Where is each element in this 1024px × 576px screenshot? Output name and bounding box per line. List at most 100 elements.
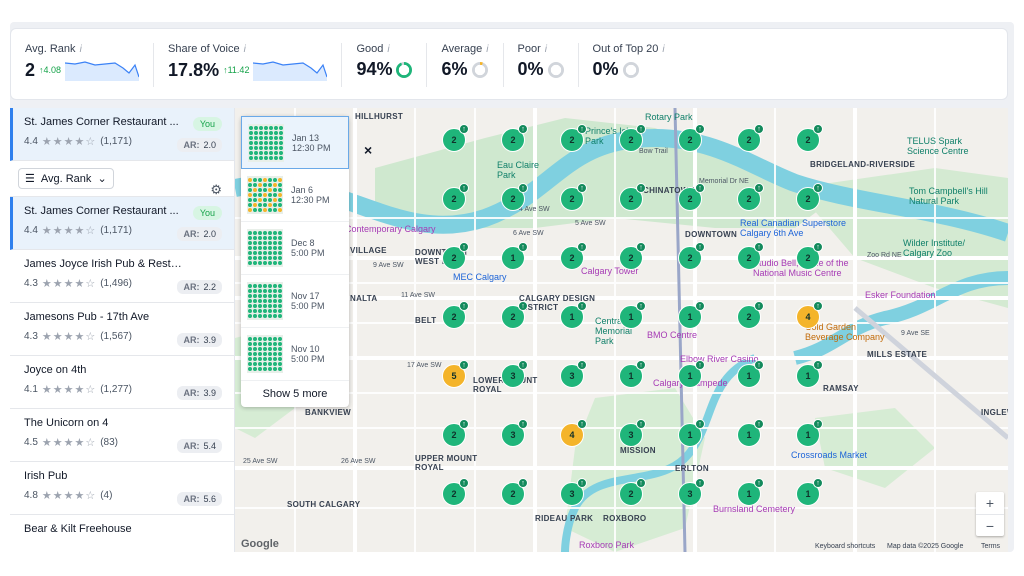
rank-pin[interactable]: 1 ↑ bbox=[796, 419, 823, 447]
rank-pin[interactable]: 3 ↑ bbox=[619, 419, 646, 447]
rank-pin[interactable]: 2 ↑ bbox=[442, 124, 469, 152]
rank-pin[interactable]: 2 ↑ bbox=[678, 124, 705, 152]
sort-dropdown[interactable]: ☰ Avg. Rank ⌄ bbox=[18, 168, 114, 189]
rank-pin[interactable]: 1 ↑ bbox=[796, 478, 823, 506]
close-icon[interactable]: × bbox=[364, 142, 373, 158]
own-business-card[interactable]: St. James Corner Restaurant ... You 4.4 … bbox=[10, 108, 234, 161]
business-list-item[interactable]: Bear & Kilt Freehouse bbox=[10, 515, 234, 552]
rating-row: 4.1 ★★★★☆ (1,277) bbox=[24, 383, 222, 396]
scan-history-item[interactable]: Dec 8 5:00 PM bbox=[241, 222, 349, 275]
rank-pin[interactable]: 2 ↑ bbox=[796, 124, 823, 152]
review-count: (4) bbox=[100, 490, 113, 501]
business-list-item[interactable]: Jamesons Pub - 17th Ave 4.3 ★★★★☆ (1,567) AR… bbox=[10, 303, 234, 356]
rank-pin[interactable]: 2 ↑ bbox=[442, 478, 469, 506]
metric-label-text: Average bbox=[441, 43, 483, 55]
info-icon[interactable]: i bbox=[79, 44, 82, 55]
rank-pin[interactable]: 1 ↑ bbox=[501, 242, 528, 270]
rank-pin[interactable]: 1 ↑ bbox=[678, 360, 705, 388]
business-list-item[interactable]: Irish Pub 4.8 ★★★★☆ (4) AR: 5.6 bbox=[10, 462, 234, 515]
rank-value: 2 bbox=[451, 489, 457, 499]
rank-pin[interactable]: 2 ↑ bbox=[619, 242, 646, 270]
rank-pin[interactable]: 4 ↑ bbox=[560, 419, 587, 447]
scan-history-item[interactable]: Nov 17 5:00 PM bbox=[241, 275, 349, 328]
arrow-up-icon: ↑ bbox=[577, 301, 587, 311]
rank-pin[interactable]: 1 ↑ bbox=[560, 301, 587, 329]
rank-pin[interactable]: 2 ↑ bbox=[442, 301, 469, 329]
rank-pin[interactable]: 2 ↑ bbox=[560, 183, 587, 211]
rank-pin[interactable]: 4 ↑ bbox=[796, 301, 823, 329]
you-badge: You bbox=[192, 117, 222, 131]
rank-pin[interactable]: 2 ↑ bbox=[501, 124, 528, 152]
rank-pin[interactable]: 5 ↑ bbox=[442, 360, 469, 388]
rank-pin[interactable]: 2 ↑ bbox=[442, 183, 469, 211]
rank-pin[interactable]: 2 ↑ bbox=[737, 183, 764, 211]
rank-pin[interactable]: 2 ↑ bbox=[560, 242, 587, 270]
rank-pin[interactable]: 2 ↑ bbox=[678, 183, 705, 211]
map-view[interactable]: HILLHURST DOWNTOWN WEST END CALGARY DESI… bbox=[235, 108, 1008, 552]
rank-pin[interactable]: 2 ↑ bbox=[619, 478, 646, 506]
rank-value: 2 bbox=[569, 194, 575, 204]
metric-value: 0% bbox=[592, 59, 619, 79]
rank-pin[interactable]: 3 ↑ bbox=[501, 360, 528, 388]
rank-pin[interactable]: 2 ↑ bbox=[796, 242, 823, 270]
rank-pin[interactable]: 2 ↑ bbox=[501, 301, 528, 329]
rank-pin[interactable]: 2 ↑ bbox=[737, 242, 764, 270]
zoom-in-button[interactable]: + bbox=[985, 495, 995, 511]
poi-label: Tom Campbell's Hill Natural Park bbox=[909, 186, 988, 206]
arrow-up-icon: ↑ bbox=[754, 360, 764, 370]
info-icon[interactable]: i bbox=[544, 44, 547, 55]
rank-pin[interactable]: 3 ↑ bbox=[560, 478, 587, 506]
rank-pin[interactable]: 2 ↑ bbox=[501, 478, 528, 506]
info-icon[interactable]: i bbox=[486, 44, 489, 55]
rank-pin[interactable]: 2 ↑ bbox=[737, 301, 764, 329]
road-label: 26 Ave SW bbox=[341, 458, 376, 465]
info-icon[interactable]: i bbox=[243, 44, 246, 55]
rank-value: 3 bbox=[628, 430, 634, 440]
ar-label: AR: bbox=[183, 494, 200, 504]
rank-pin[interactable]: 2 ↑ bbox=[619, 124, 646, 152]
area-label: BANKVIEW bbox=[305, 408, 351, 417]
business-list-item[interactable]: St. James Corner Restaurant ... You 4.4 ★★★… bbox=[10, 197, 234, 250]
terms-link[interactable]: Terms bbox=[981, 543, 1001, 550]
scan-history-item[interactable]: Jan 13 12:30 PM bbox=[241, 116, 349, 169]
metric-delta: ↑11.42 bbox=[223, 65, 250, 75]
rank-pin[interactable]: 1 ↑ bbox=[619, 301, 646, 329]
rank-pin[interactable]: 3 ↑ bbox=[560, 360, 587, 388]
business-list-item[interactable]: Joyce on 4th 4.1 ★★★★☆ (1,277) AR: 3.9 bbox=[10, 356, 234, 409]
info-icon[interactable]: i bbox=[387, 44, 390, 55]
rank-pin[interactable]: 2 ↑ bbox=[560, 124, 587, 152]
rank-pin[interactable]: 1 ↑ bbox=[737, 478, 764, 506]
rank-pin[interactable]: 1 ↑ bbox=[678, 419, 705, 447]
zoom-out-button[interactable]: − bbox=[976, 514, 1004, 536]
show-more-button[interactable]: Show 5 more bbox=[262, 388, 328, 400]
rank-pin[interactable]: 2 ↑ bbox=[619, 183, 646, 211]
rank-pin[interactable]: 2 ↑ bbox=[442, 242, 469, 270]
google-logo: Google bbox=[241, 538, 279, 550]
rank-pin[interactable]: 2 ↑ bbox=[678, 242, 705, 270]
arrow-up-icon: ↑ bbox=[695, 301, 705, 311]
rank-pin[interactable]: 2 ↑ bbox=[737, 124, 764, 152]
rank-value: 2 bbox=[628, 253, 634, 263]
business-list-item[interactable]: The Unicorn on 4 4.5 ★★★★☆ (83) AR: 5.4 bbox=[10, 409, 234, 462]
rank-pin[interactable]: 3 ↑ bbox=[678, 478, 705, 506]
rank-pin[interactable]: 2 ↑ bbox=[796, 183, 823, 211]
scan-history-item[interactable]: Nov 10 5:00 PM bbox=[241, 328, 349, 381]
arrow-up-icon: ↑ bbox=[518, 419, 528, 429]
scan-history-item[interactable]: Jan 6 12:30 PM bbox=[241, 169, 349, 222]
rank-pin[interactable]: 1 ↑ bbox=[737, 419, 764, 447]
rank-pin[interactable]: 2 ↑ bbox=[501, 183, 528, 211]
rank-pin[interactable]: 1 ↑ bbox=[796, 360, 823, 388]
info-icon[interactable]: i bbox=[662, 44, 665, 55]
rank-pin[interactable]: 3 ↑ bbox=[501, 419, 528, 447]
business-list-item[interactable]: James Joyce Irish Pub & Restaurant 4.3★★★… bbox=[10, 250, 234, 303]
poi-label: Esker Foundation bbox=[865, 290, 936, 300]
rank-pin[interactable]: 2 ↑ bbox=[442, 419, 469, 447]
gear-icon[interactable]: ⚙ bbox=[210, 182, 222, 197]
rank-pin[interactable]: 1 ↑ bbox=[678, 301, 705, 329]
rank-pin[interactable]: 1 ↑ bbox=[737, 360, 764, 388]
arrow-up-icon: ↑ bbox=[695, 124, 705, 134]
rating-value: 4.3 bbox=[24, 278, 38, 289]
rank-pin[interactable]: 1 ↑ bbox=[619, 360, 646, 388]
ar-label: AR: bbox=[183, 335, 200, 345]
keyboard-shortcuts-link[interactable]: Keyboard shortcuts bbox=[815, 543, 876, 550]
